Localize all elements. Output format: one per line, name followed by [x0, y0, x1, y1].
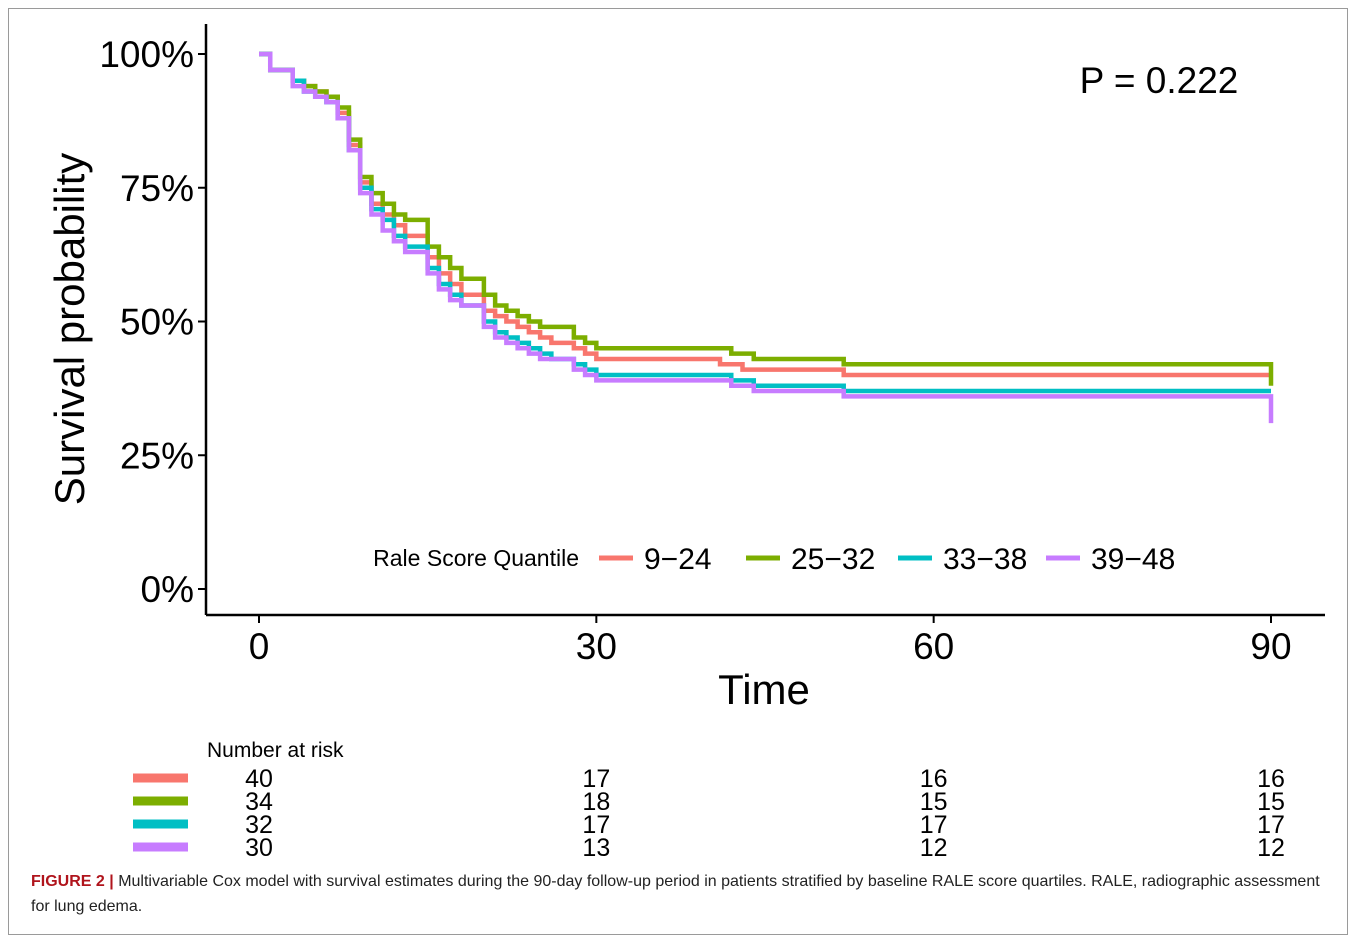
caption-label: FIGURE 2: [31, 873, 105, 890]
y-axis-title: Survival probability: [46, 153, 93, 506]
p-value-annotation: P = 0.222: [1080, 60, 1239, 101]
risk-count: 15: [1257, 788, 1285, 816]
caption-separator: |: [109, 873, 114, 890]
risk-count: 32: [245, 811, 273, 839]
x-tick-label: 30: [576, 626, 617, 667]
risk-count: 17: [582, 811, 610, 839]
legend-label: 9−24: [644, 543, 712, 576]
legend-title: Rale Score Quantile: [373, 545, 579, 571]
risk-count: 15: [920, 788, 948, 816]
y-tick-label: 0%: [141, 569, 194, 610]
caption-text: Multivariable Cox model with survival es…: [31, 873, 1320, 915]
survival-curve: [259, 51, 1274, 386]
x-tick-label: 90: [1250, 626, 1291, 667]
y-tick-label: 50%: [120, 302, 194, 343]
risk-count: 16: [920, 765, 948, 793]
x-tick-label: 60: [913, 626, 954, 667]
figure-frame: 0% 25% 50% 75% 100% 0 30 60 90 Survival probabil…: [8, 8, 1348, 935]
survival-curves: [259, 51, 1274, 424]
x-tick-label: 0: [249, 626, 270, 667]
risk-count: 17: [582, 765, 610, 793]
legend-label: 33−38: [943, 543, 1027, 576]
legend-label: 25−32: [791, 543, 875, 576]
plot-axes: 0% 25% 50% 75% 100% 0 30 60 90: [99, 24, 1325, 667]
y-tick-label: 25%: [120, 435, 194, 476]
risk-count: 16: [1257, 765, 1285, 793]
risk-count: 30: [245, 834, 273, 862]
legend-label: 39−48: [1091, 543, 1175, 576]
x-axis-title: Time: [718, 666, 810, 713]
risk-count: 17: [920, 811, 948, 839]
risk-table-title: Number at risk: [207, 739, 344, 762]
risk-count: 12: [920, 834, 948, 862]
y-tick-label: 100%: [99, 34, 194, 75]
risk-count: 13: [582, 834, 610, 862]
y-tick-label: 75%: [120, 168, 194, 209]
risk-count: 12: [1257, 834, 1285, 862]
survival-curve: [259, 51, 1271, 378]
risk-count: 17: [1257, 811, 1285, 839]
risk-count: 34: [245, 788, 273, 816]
legend: Rale Score Quantile 9−24 25−32 33−38 39−48: [373, 543, 1175, 576]
km-chart: 0% 25% 50% 75% 100% 0 30 60 90 Survival probabil…: [46, 24, 1325, 862]
risk-table: Number at risk 40 17 16 16 34 18 15 15 32 17 17 17 30…: [133, 739, 1285, 862]
survival-curve: [259, 51, 1274, 424]
figure-caption: FIGURE 2 | Multivariable Cox model with …: [31, 869, 1331, 919]
risk-count: 18: [582, 788, 610, 816]
axis-labels: Survival probability Time P = 0.222: [46, 60, 1238, 713]
risk-count: 40: [245, 765, 273, 793]
survival-curve: [259, 51, 1271, 394]
